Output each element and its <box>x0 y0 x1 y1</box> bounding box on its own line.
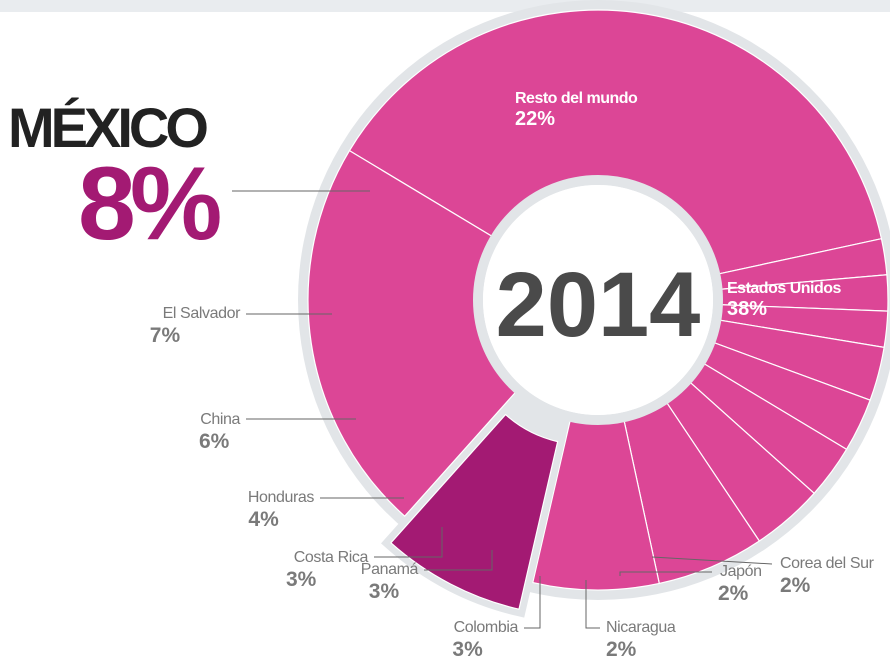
label-china-name: China <box>200 411 240 428</box>
label-corea-del-sur-value: 2% <box>780 574 811 597</box>
label-el-salvador-name: El Salvador <box>163 305 241 322</box>
label-resto-del-mundo-value: 22% <box>515 108 555 130</box>
label-japon-name: Japón <box>720 563 762 580</box>
leader-colombia <box>524 576 541 629</box>
label-panama-value: 3% <box>369 580 400 603</box>
center-year-label: 2014 <box>496 254 701 356</box>
label-el-salvador-value: 7% <box>150 324 181 347</box>
label-mexico-name: MÉXICO <box>8 96 207 159</box>
label-costa-rica-value: 3% <box>286 568 317 591</box>
label-japon-value: 2% <box>718 582 749 605</box>
label-honduras-value: 4% <box>248 508 279 531</box>
leader-nicaragua <box>585 580 600 629</box>
label-colombia-value: 3% <box>452 638 483 659</box>
label-costa-rica-name: Costa Rica <box>294 549 369 566</box>
leader-lines <box>232 190 773 629</box>
slice-mexico <box>390 413 559 610</box>
label-mexico-value: 8% <box>78 146 220 262</box>
label-resto-del-mundo-name: Resto del mundo <box>515 90 638 107</box>
label-nicaragua-name: Nicaragua <box>606 619 676 636</box>
leader-panama <box>424 550 493 571</box>
label-colombia-name: Colombia <box>454 619 519 636</box>
label-panama-name: Panamá <box>361 561 419 578</box>
label-corea-del-sur-name: Corea del Sur <box>780 555 875 572</box>
label-china-value: 6% <box>199 430 230 453</box>
label-estados-unidos-name: Estados Unidos <box>727 280 842 297</box>
leader-costa-rica <box>374 527 443 558</box>
slices-group <box>298 0 890 618</box>
leader-corea-del-sur <box>651 556 773 565</box>
center-hub-fill <box>483 185 713 415</box>
label-nicaragua-value: 2% <box>606 638 637 659</box>
leader-japon <box>619 571 712 576</box>
label-honduras-name: Honduras <box>248 489 315 506</box>
label-estados-unidos-value: 38% <box>727 298 767 320</box>
